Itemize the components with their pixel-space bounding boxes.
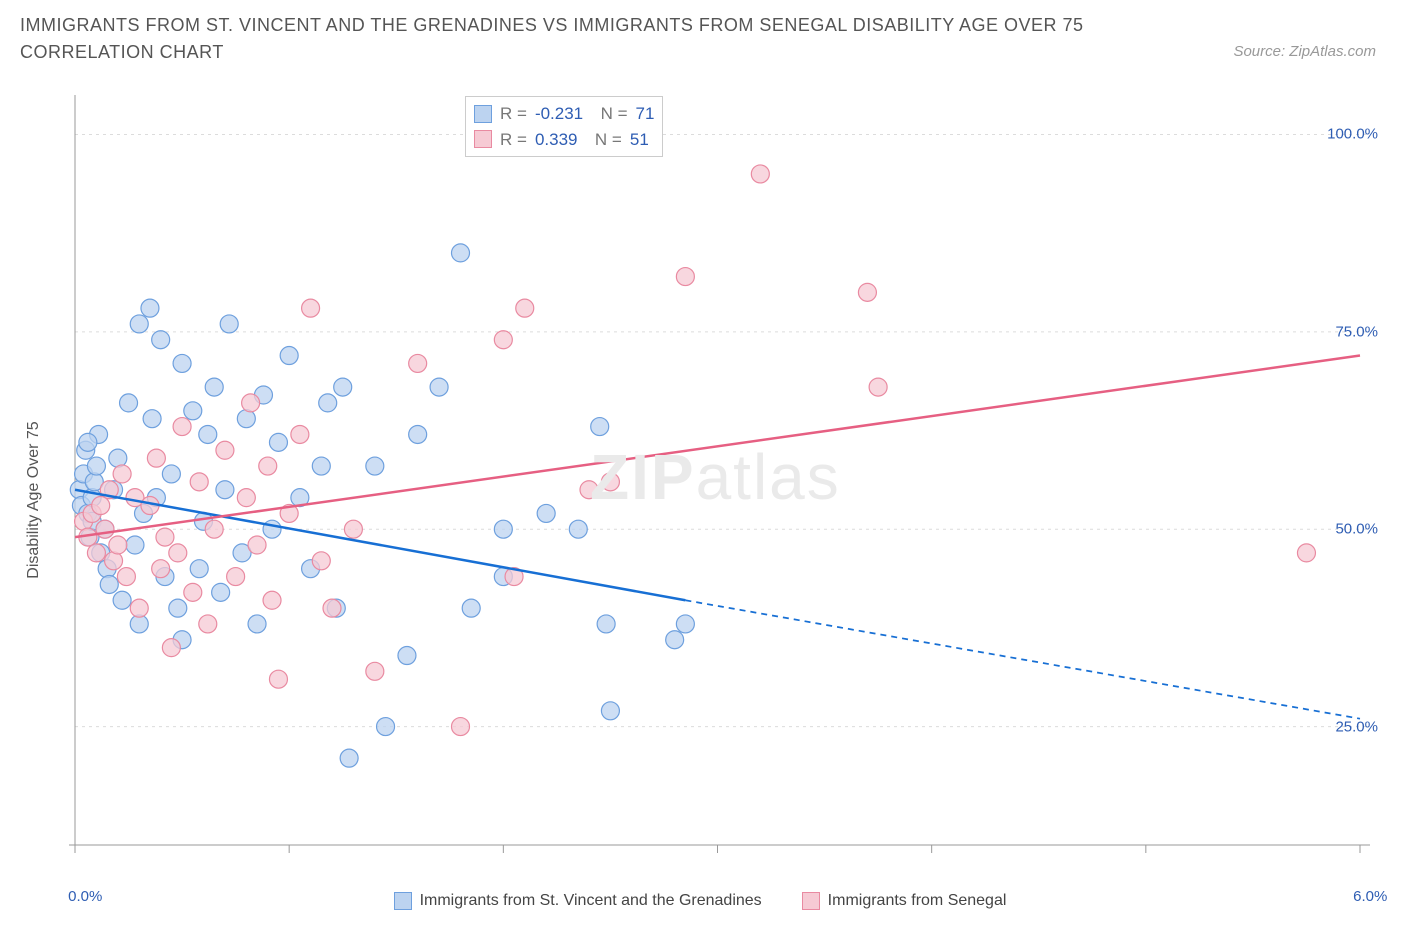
stats-r-label: R =: [500, 101, 527, 127]
stats-r-value: 0.339: [535, 127, 578, 153]
legend-swatch: [474, 105, 492, 123]
stats-row: R = 0.339 N = 51: [474, 127, 654, 153]
legend-label: Immigrants from Senegal: [828, 892, 1007, 910]
stats-r-label: R =: [500, 127, 527, 153]
stats-n-value: 71: [636, 101, 655, 127]
legend-swatch: [474, 130, 492, 148]
yaxis-tick-label: 25.0%: [1335, 718, 1378, 735]
legend-swatch: [802, 892, 820, 910]
yaxis-tick-label: 50.0%: [1335, 521, 1378, 538]
plot-area: Disability Age Over 75 ZIPatlas R = -0.2…: [20, 90, 1380, 910]
yaxis-tick-label: 100.0%: [1327, 126, 1378, 143]
stats-legend: R = -0.231 N = 71R = 0.339 N = 51: [465, 96, 663, 157]
legend-item: Immigrants from Senegal: [802, 892, 1007, 910]
legend-item: Immigrants from St. Vincent and the Gren…: [394, 892, 762, 910]
yaxis-title: Disability Age Over 75: [25, 421, 43, 578]
stats-n-value: 51: [630, 127, 649, 153]
chart-title: IMMIGRANTS FROM ST. VINCENT AND THE GREN…: [20, 12, 1140, 66]
source-label: Source: ZipAtlas.com: [1233, 43, 1376, 66]
yaxis-tick-label: 75.0%: [1335, 323, 1378, 340]
bottom-legend: Immigrants from St. Vincent and the Gren…: [20, 892, 1380, 910]
stats-n-label: N =: [591, 101, 627, 127]
chart-svg: [20, 90, 1380, 910]
header: IMMIGRANTS FROM ST. VINCENT AND THE GREN…: [0, 0, 1406, 66]
stats-row: R = -0.231 N = 71: [474, 101, 654, 127]
legend-swatch: [394, 892, 412, 910]
legend-label: Immigrants from St. Vincent and the Gren…: [420, 892, 762, 910]
stats-n-label: N =: [585, 127, 621, 153]
stats-r-value: -0.231: [535, 101, 583, 127]
